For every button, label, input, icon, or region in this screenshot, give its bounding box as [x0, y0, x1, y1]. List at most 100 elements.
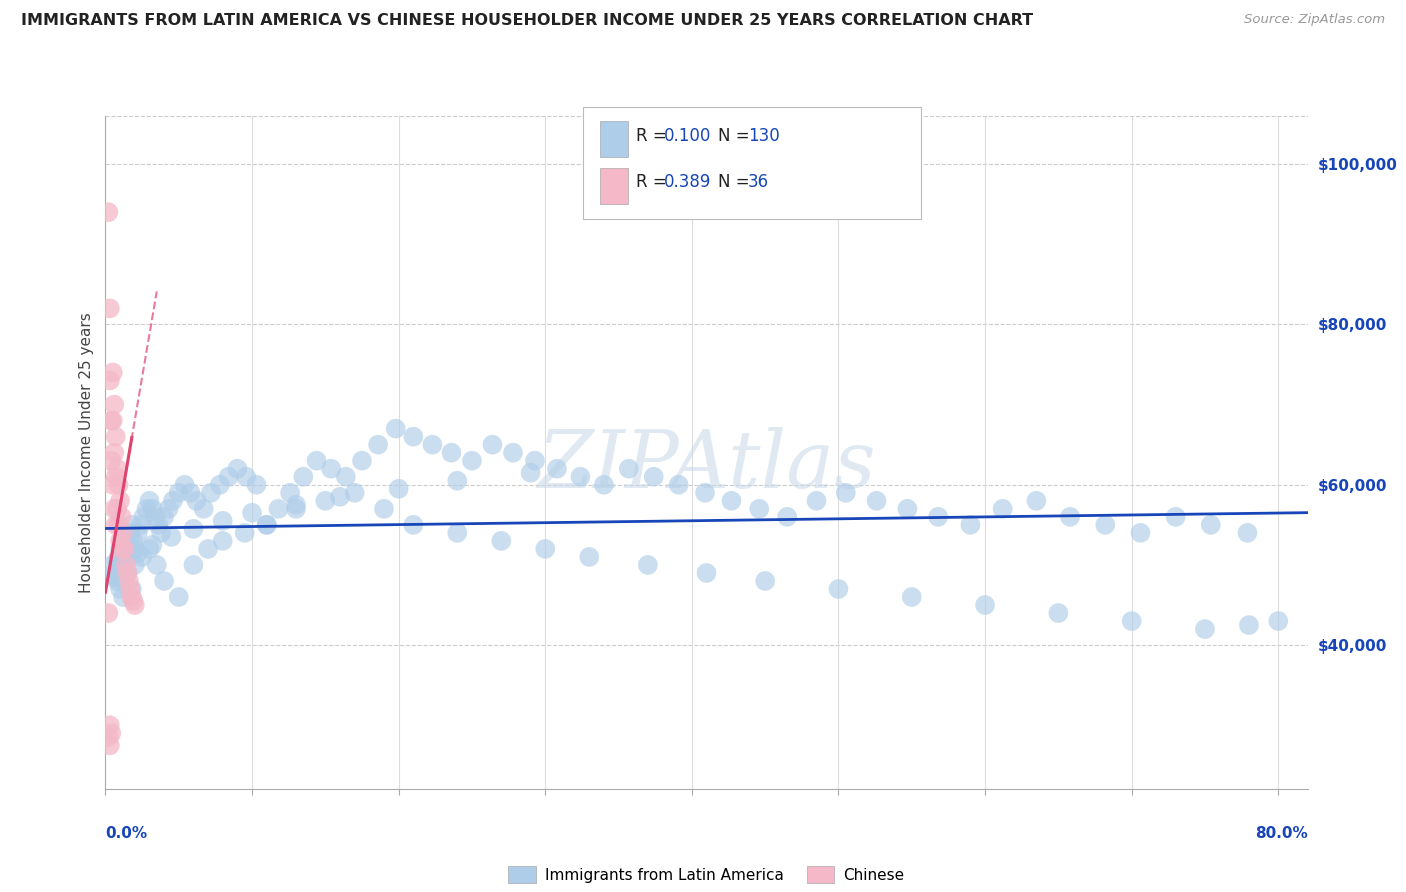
Point: [226, 461, 249, 475]
Text: N =: N =: [718, 127, 755, 145]
Point: [959, 517, 981, 532]
Point: [143, 509, 166, 524]
Point: [461, 453, 484, 467]
Point: [98, 718, 121, 732]
Point: [117, 538, 139, 552]
Point: [101, 414, 124, 428]
Point: [114, 541, 136, 556]
Point: [115, 549, 138, 564]
Point: [148, 517, 170, 532]
Point: [101, 366, 124, 380]
Point: [245, 477, 267, 491]
Point: [120, 582, 142, 596]
Point: [208, 477, 231, 491]
Point: [343, 485, 366, 500]
Point: [546, 461, 568, 475]
Point: [127, 525, 149, 540]
Point: [446, 525, 468, 540]
Point: [278, 485, 301, 500]
Text: Source: ZipAtlas.com: Source: ZipAtlas.com: [1244, 13, 1385, 27]
Point: [98, 301, 121, 316]
Point: [974, 598, 997, 612]
Point: [1194, 622, 1216, 636]
Text: N =: N =: [718, 173, 755, 192]
Point: [108, 493, 131, 508]
Point: [98, 739, 121, 753]
Point: [127, 546, 149, 560]
Point: [141, 538, 163, 552]
Point: [350, 453, 373, 467]
Point: [104, 517, 127, 532]
Point: [114, 574, 136, 588]
Text: IMMIGRANTS FROM LATIN AMERICA VS CHINESE HOUSEHOLDER INCOME UNDER 25 YEARS CORRE: IMMIGRANTS FROM LATIN AMERICA VS CHINESE…: [21, 13, 1033, 29]
Point: [138, 493, 160, 508]
Point: [167, 485, 190, 500]
Point: [481, 438, 503, 452]
Point: [637, 558, 659, 572]
Point: [107, 477, 129, 491]
Legend: Immigrants from Latin America, Chinese: Immigrants from Latin America, Chinese: [502, 860, 911, 889]
Point: [329, 490, 352, 504]
Point: [305, 453, 328, 467]
Point: [240, 506, 263, 520]
Point: [110, 509, 132, 524]
Point: [141, 501, 163, 516]
Point: [105, 554, 128, 568]
Point: [1236, 525, 1258, 540]
Point: [256, 517, 278, 532]
Point: [900, 590, 922, 604]
Point: [100, 414, 122, 428]
Point: [132, 509, 155, 524]
Point: [124, 541, 146, 556]
Point: [1121, 614, 1143, 628]
Point: [218, 469, 240, 483]
Point: [107, 549, 129, 564]
Point: [235, 469, 257, 483]
Point: [1059, 509, 1081, 524]
Point: [101, 558, 124, 572]
Point: [135, 501, 157, 516]
Point: [122, 594, 145, 608]
Point: [233, 525, 256, 540]
Point: [1025, 493, 1047, 508]
Point: [193, 501, 215, 516]
Point: [105, 574, 128, 588]
Point: [183, 558, 205, 572]
Point: [519, 466, 541, 480]
Point: [695, 566, 717, 580]
Point: [593, 477, 616, 491]
Point: [502, 446, 524, 460]
Point: [153, 509, 176, 524]
Point: [179, 485, 201, 500]
Point: [1164, 509, 1187, 524]
Point: [578, 549, 600, 564]
Point: [491, 533, 513, 548]
Point: [98, 374, 121, 388]
Text: 0.0%: 0.0%: [105, 827, 148, 841]
Point: [122, 533, 145, 548]
Point: [115, 554, 138, 568]
Point: [117, 566, 139, 580]
Point: [617, 461, 640, 475]
Point: [806, 493, 828, 508]
Point: [121, 582, 143, 596]
Point: [367, 438, 389, 452]
Point: [1267, 614, 1289, 628]
Point: [124, 598, 146, 612]
Point: [534, 541, 557, 556]
Point: [104, 570, 127, 584]
Point: [197, 541, 219, 556]
Point: [167, 590, 190, 604]
Point: [145, 558, 167, 572]
Point: [104, 469, 127, 483]
Point: [524, 453, 547, 467]
Point: [285, 498, 308, 512]
Point: [668, 477, 690, 491]
Point: [827, 582, 849, 596]
Point: [97, 731, 120, 745]
Text: ZIPAtlas: ZIPAtlas: [537, 427, 876, 505]
Point: [124, 558, 146, 572]
Point: [1129, 525, 1152, 540]
Point: [384, 422, 406, 436]
Point: [101, 477, 124, 491]
